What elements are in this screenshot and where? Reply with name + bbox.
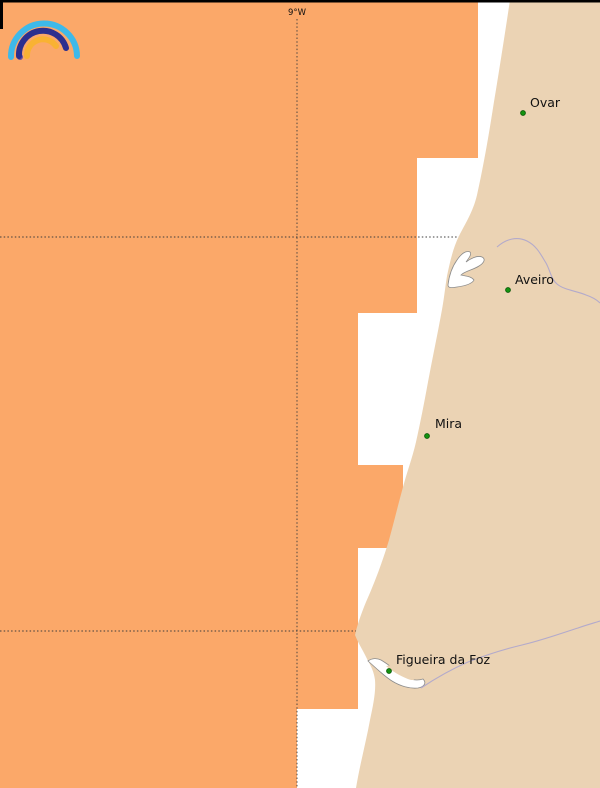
top-border — [0, 0, 600, 3]
city-label-aveiro: Aveiro — [515, 272, 554, 287]
land-mass — [355, 0, 600, 788]
city-marker-mira: Mira — [424, 416, 462, 439]
left-border-notch — [0, 0, 3, 29]
city-marker-ovar: Ovar — [520, 95, 561, 116]
city-dot-mira — [424, 433, 430, 439]
city-marker-figueira-da-foz: Figueira da Foz — [386, 652, 491, 674]
logo-outer-arc-icon — [7, 20, 80, 60]
city-label-figueira-da-foz: Figueira da Foz — [396, 652, 491, 667]
city-dot-ovar — [520, 110, 526, 116]
aveiro-lagoon — [447, 251, 485, 288]
city-dot-aveiro — [505, 287, 511, 293]
city-dot-figueira-da-foz — [386, 668, 392, 674]
city-marker-aveiro: Aveiro — [505, 272, 554, 293]
river-vouga — [496, 238, 600, 304]
city-label-ovar: Ovar — [530, 95, 561, 110]
warning-zone-polygon — [0, 0, 478, 788]
rainbow-arcs-logo — [7, 20, 80, 60]
city-label-mira: Mira — [435, 416, 462, 431]
mondego-estuary — [367, 658, 426, 689]
meridian-label-9w: 9°W — [288, 8, 307, 18]
logo-middle-arc-icon — [15, 27, 69, 59]
estuary-island — [386, 665, 415, 681]
logo-inner-arc-icon — [24, 36, 59, 59]
river-mondego — [420, 620, 600, 689]
